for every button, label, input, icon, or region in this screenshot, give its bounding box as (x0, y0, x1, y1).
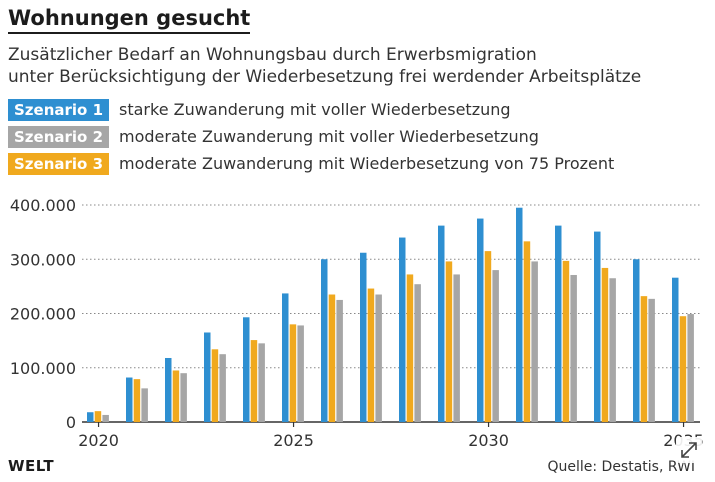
bar-szenario-2 (570, 274, 577, 422)
bar-szenario-1 (438, 225, 445, 422)
bar-szenario-2 (609, 278, 616, 422)
bar-szenario-3 (523, 241, 531, 422)
bar-szenario-1 (87, 412, 94, 422)
bar-szenario-3 (445, 261, 453, 422)
legend-badge-szenario-1: Szenario 1 (8, 98, 110, 121)
chart-title: Wohnungen gesucht (8, 6, 251, 34)
bar-chart: 0 100.000 200.000 300.000 400.000 2020 2025 203… (10, 196, 704, 450)
bar-szenario-3 (211, 349, 219, 422)
bar-szenario-1 (672, 277, 679, 422)
bar-szenario-3 (250, 340, 258, 422)
bar-szenario-1 (282, 293, 289, 422)
bar-szenario-1 (594, 231, 601, 422)
legend-text-szenario-3: moderate Zuwanderung mit Wiederbesetzung… (119, 154, 615, 173)
bar-szenario-3 (94, 411, 102, 422)
bar-szenario-2 (102, 414, 109, 422)
bar-szenario-1 (399, 237, 406, 422)
bar-szenario-2 (414, 284, 421, 422)
bar-szenario-2 (687, 314, 694, 422)
x-tick-label: 2030 (468, 431, 509, 450)
y-tick-label: 200.000 (10, 305, 76, 324)
bar-szenario-1 (477, 218, 484, 422)
bar-szenario-3 (328, 294, 336, 422)
bar-szenario-3 (367, 288, 375, 422)
bar-szenario-2 (648, 298, 655, 422)
bar-szenario-1 (243, 317, 250, 422)
bar-szenario-2 (258, 343, 265, 422)
legend-text-szenario-2: moderate Zuwanderung mit voller Wiederbe… (119, 127, 539, 146)
bar-szenario-1 (555, 225, 562, 422)
legend-item-szenario-3: Szenario 3 moderate Zuwanderung mit Wied… (8, 152, 614, 175)
bar-szenario-3 (640, 296, 648, 422)
bar-szenario-2 (219, 354, 226, 422)
bar-szenario-3 (406, 274, 414, 422)
bar-szenario-2 (297, 325, 304, 422)
bar-szenario-2 (492, 270, 499, 422)
bar-szenario-1 (165, 357, 172, 422)
y-tick-label: 0 (66, 413, 76, 432)
bar-szenario-3 (484, 251, 492, 422)
bar-szenario-3 (172, 370, 180, 422)
subtitle-line-2: unter Berücksichtigung der Wiederbesetzu… (8, 67, 642, 87)
bar-szenario-3 (601, 267, 609, 422)
bar-szenario-1 (360, 252, 367, 422)
bar-szenario-2 (336, 299, 343, 422)
y-tick-label: 100.000 (10, 359, 76, 378)
chart-subtitle: Zusätzlicher Bedarf an Wohnungsbau durch… (8, 44, 641, 88)
bar-szenario-3 (679, 316, 687, 422)
y-tick-label: 400.000 (10, 196, 76, 215)
expand-icon[interactable] (676, 437, 702, 463)
legend-text-szenario-1: starke Zuwanderung mit voller Wiederbese… (119, 100, 511, 119)
bar-szenario-2 (453, 274, 460, 422)
bar-szenario-3 (289, 324, 297, 422)
welt-logo: WELT (8, 457, 55, 475)
bar-szenario-2 (375, 294, 382, 422)
bar-szenario-1 (633, 259, 640, 422)
x-tick-label: 2020 (78, 431, 119, 450)
source-note: Quelle: Destatis, RWI (547, 459, 695, 475)
bar-szenario-3 (133, 379, 141, 422)
legend: Szenario 1 starke Zuwanderung mit voller… (8, 98, 614, 179)
bar-szenario-1 (321, 259, 328, 422)
bar-szenario-2 (180, 373, 187, 422)
bar-szenario-3 (562, 260, 570, 422)
y-tick-label: 300.000 (10, 250, 76, 269)
bar-szenario-1 (126, 377, 133, 422)
legend-badge-szenario-2: Szenario 2 (8, 125, 110, 148)
bar-szenario-1 (516, 207, 523, 422)
bar-szenario-2 (531, 261, 538, 422)
bar-szenario-2 (141, 388, 148, 422)
x-tick-label: 2025 (273, 431, 314, 450)
legend-item-szenario-1: Szenario 1 starke Zuwanderung mit voller… (8, 98, 614, 121)
legend-item-szenario-2: Szenario 2 moderate Zuwanderung mit voll… (8, 125, 614, 148)
subtitle-line-1: Zusätzlicher Bedarf an Wohnungsbau durch… (8, 45, 537, 65)
bar-szenario-1 (204, 332, 211, 422)
legend-badge-szenario-3: Szenario 3 (8, 152, 110, 175)
